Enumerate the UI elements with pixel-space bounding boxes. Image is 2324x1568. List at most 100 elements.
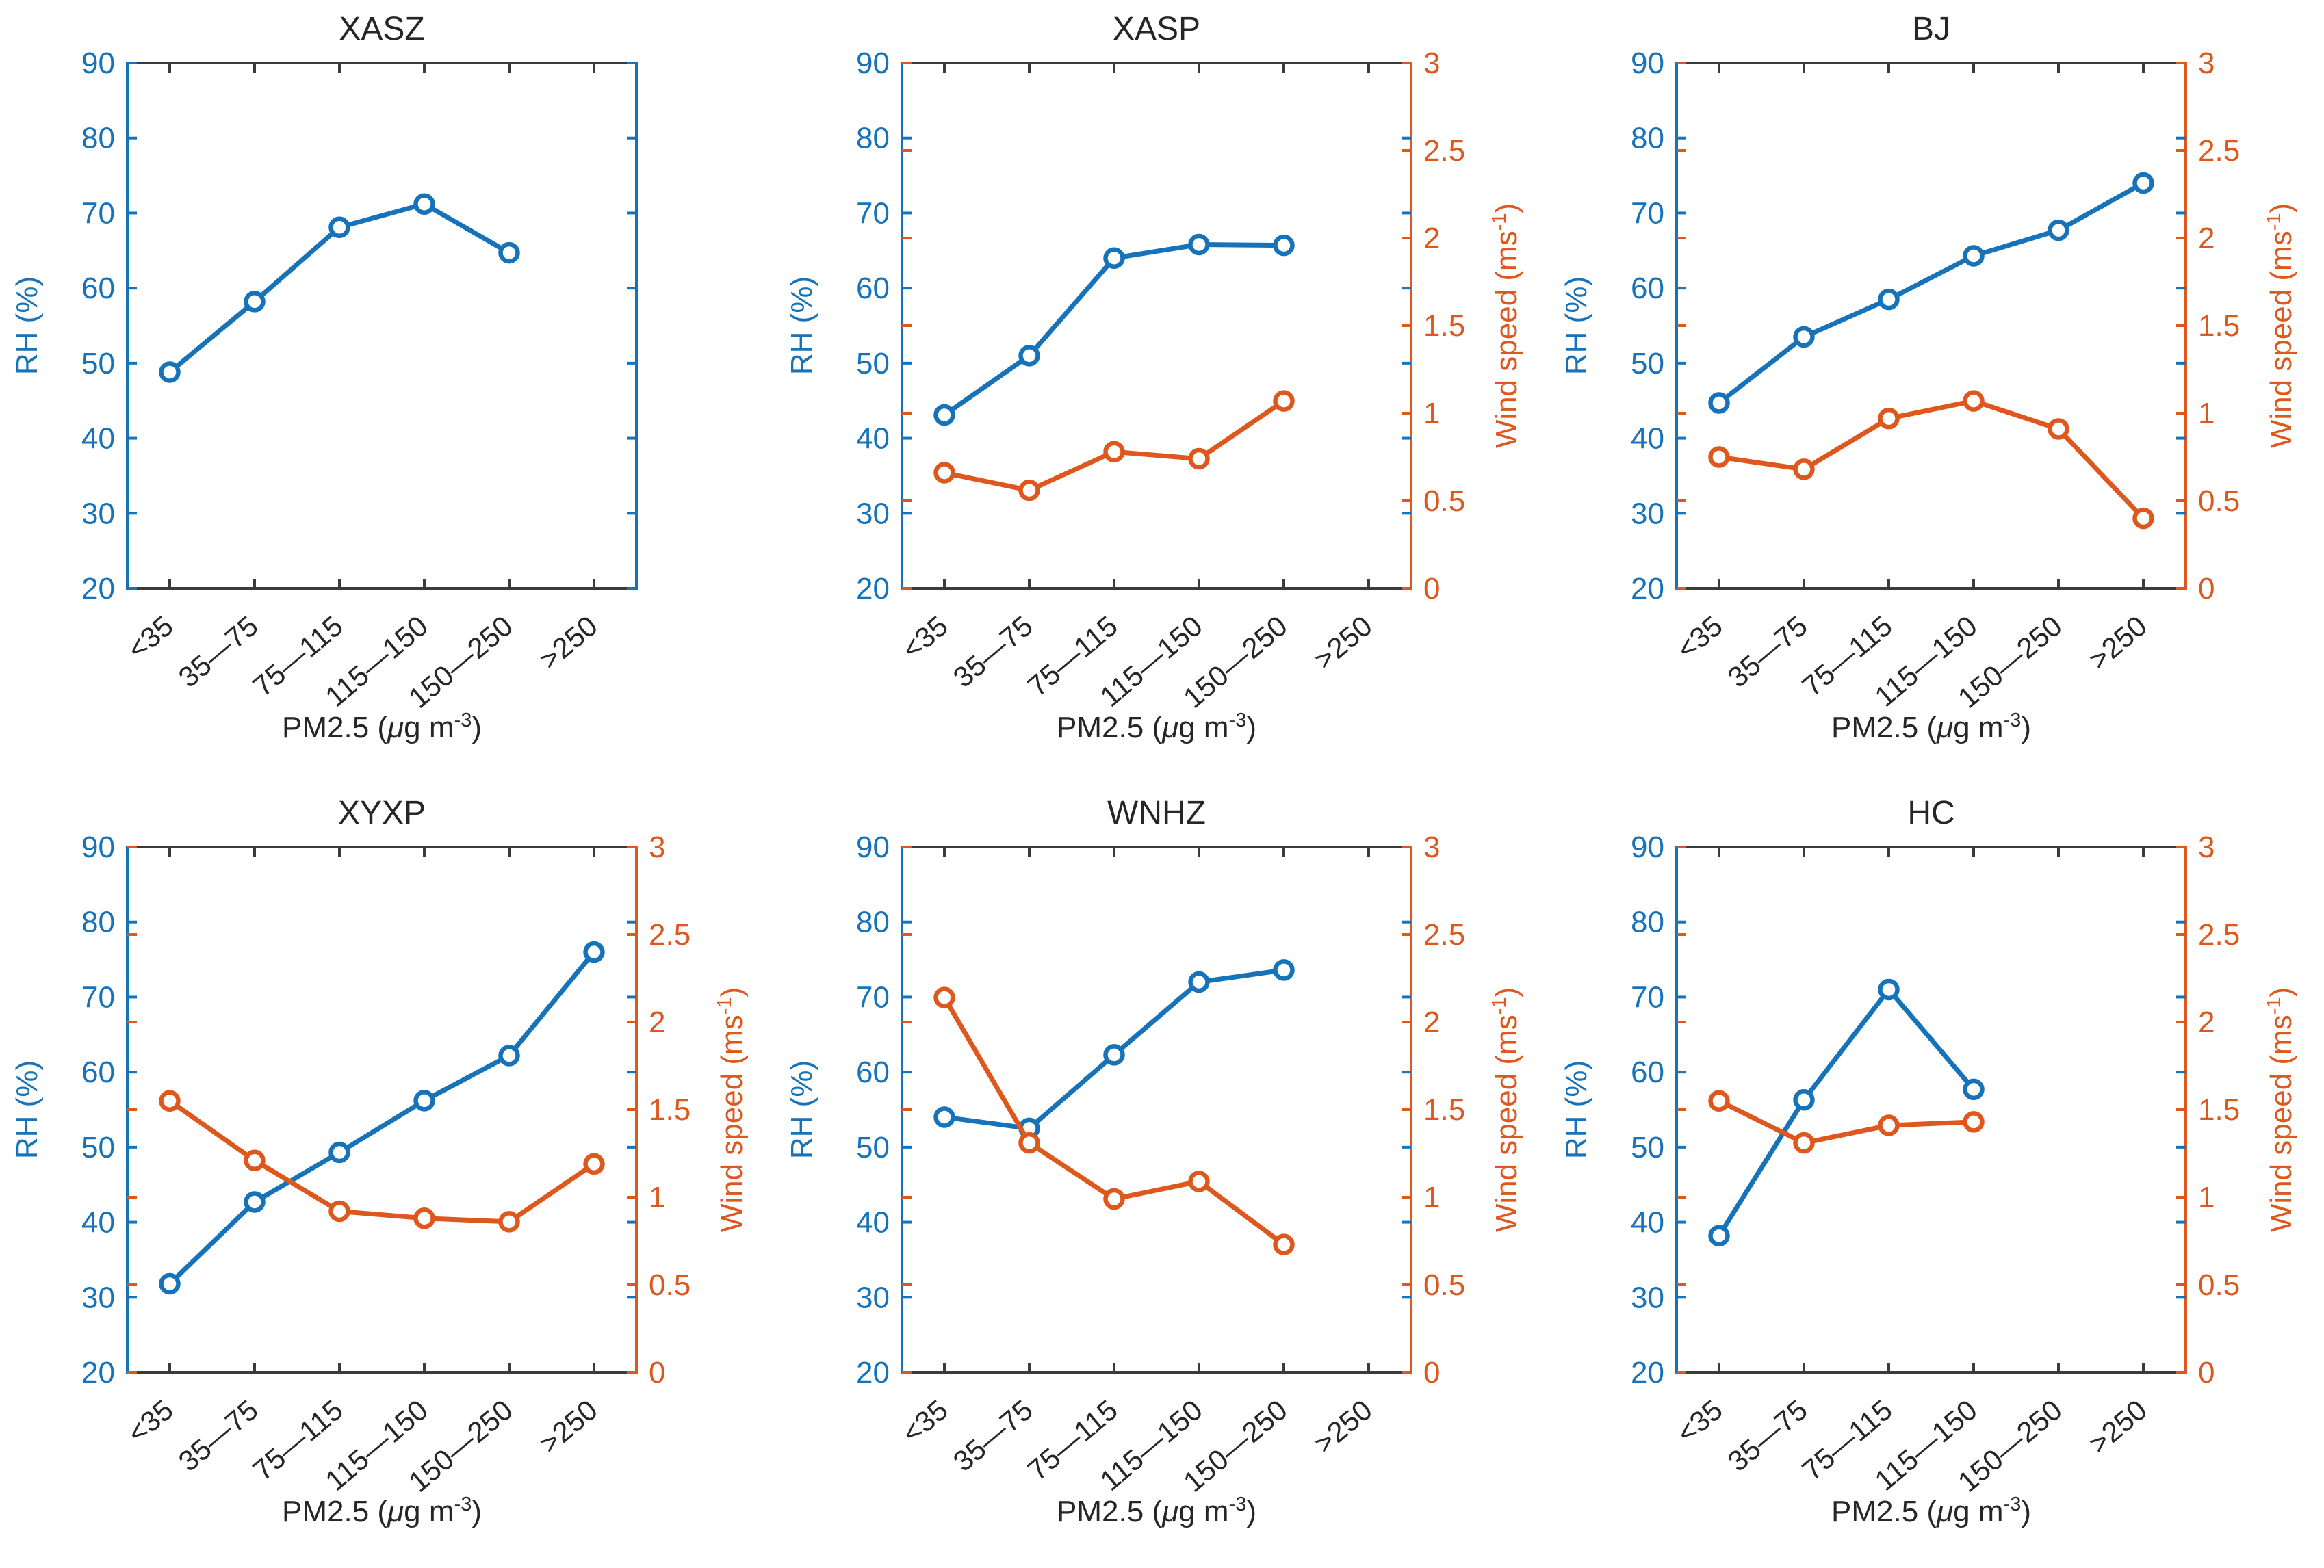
rh-tick-label: 80	[81, 122, 115, 155]
rh-tick-label: 60	[1631, 1056, 1664, 1089]
wind-line	[1716, 1098, 1976, 1146]
y-axis-label-right: Wind speed (ms-1)	[2263, 203, 2298, 448]
rh-tick-label: 90	[1631, 47, 1664, 80]
rh-tick-label: 30	[856, 497, 890, 530]
wind-point-marker	[933, 462, 955, 484]
wind-tick-label: 1	[649, 1181, 665, 1214]
rh-tick-label: 70	[856, 980, 890, 1014]
x-tick-label: >250	[533, 610, 604, 676]
rh-tick-label: 60	[81, 272, 115, 305]
plot-area	[1677, 63, 2186, 588]
panel-BJ: 20 30 40 50 60 70 80 90 0 0.5 1 1.5 2 2.5 3 <35 35—75 75—…	[1549, 0, 2324, 784]
rh-tick-label: 30	[81, 497, 115, 530]
wind-tick-label: 2	[2198, 1006, 2215, 1039]
x-tick-label: >250	[2082, 1394, 2153, 1460]
wind-tick-label: 2.5	[2198, 918, 2240, 952]
rh-point-marker	[1963, 1078, 1985, 1101]
rh-tick-label: 50	[856, 1131, 890, 1164]
wind-tick-label: 3	[649, 831, 665, 864]
rh-point-marker	[1793, 1088, 1815, 1111]
wind-tick-label: 3	[1423, 47, 1440, 80]
x-tick-label: >250	[1308, 610, 1378, 676]
wind-tick-label: 2.5	[1423, 134, 1465, 168]
chart-HC: 203040506070809000.511.522.53<3535—7575—…	[1560, 795, 2298, 1528]
y-axis-label-left: RH (%)	[1560, 1060, 1593, 1159]
y-axis-label-right: Wind speed (ms-1)	[1488, 203, 1523, 448]
rh-point-marker	[1273, 234, 1295, 257]
wind-point-marker	[1188, 1171, 1210, 1192]
rh-point-marker	[159, 361, 181, 383]
panel-title: XASP	[1113, 11, 1200, 47]
panel-XASP: 20 30 40 50 60 70 80 90 0 0.5 1 1.5 2 2.5 3 <35 35—75 75—…	[775, 0, 1549, 784]
rh-tick-label: 20	[81, 572, 115, 605]
plot-area	[127, 847, 636, 1372]
x-axis-label: PM2.5 (μg m-3)	[1057, 1493, 1256, 1528]
wind-point-marker	[1018, 1132, 1040, 1154]
panel-title: WNHZ	[1107, 795, 1206, 831]
rh-tick-label: 90	[1631, 831, 1664, 864]
rh-tick-label: 20	[856, 1356, 890, 1389]
x-tick-label: <35	[896, 610, 954, 666]
rh-tick-label: 80	[1631, 122, 1664, 155]
rh-line	[1716, 181, 2146, 406]
x-axis-label: PM2.5 (μg m-3)	[282, 1493, 482, 1528]
wind-point-marker	[1103, 441, 1125, 463]
rh-point-marker	[1103, 1044, 1125, 1066]
plot-area	[902, 63, 1411, 588]
y-axis-label-left: RH (%)	[785, 1060, 818, 1159]
plot-area	[1677, 847, 2186, 1372]
wind-point-marker	[413, 1207, 435, 1229]
rh-tick-label: 40	[856, 1206, 890, 1240]
rh-tick-label: 30	[1631, 1281, 1664, 1314]
rh-tick-label: 70	[1631, 980, 1664, 1014]
wind-tick-label: 0.5	[2198, 1268, 2240, 1302]
chart-WNHZ: 203040506070809000.511.522.53<3535—7575—…	[785, 795, 1523, 1528]
wind-tick-label: 0	[1423, 1356, 1440, 1389]
x-tick-label: >250	[2082, 610, 2153, 676]
y-axis-label-right: Wind speed (ms-1)	[1488, 987, 1523, 1232]
wind-point-marker	[244, 1149, 266, 1171]
rh-tick-label: 50	[81, 1131, 115, 1164]
rh-tick-label: 90	[856, 831, 890, 864]
rh-point-marker	[328, 216, 350, 239]
rh-tick-label: 80	[856, 906, 890, 939]
wind-point-marker	[1793, 458, 1815, 480]
rh-tick-label: 80	[1631, 906, 1664, 939]
wind-tick-label: 0.5	[1423, 1268, 1465, 1302]
wind-tick-label: 0	[2198, 1356, 2215, 1389]
rh-point-marker	[1878, 288, 1900, 311]
rh-point-marker	[244, 291, 266, 313]
wind-point-marker	[498, 1211, 520, 1233]
rh-tick-label: 40	[856, 422, 890, 456]
wind-tick-label: 0.5	[2198, 484, 2240, 518]
panel-title: HC	[1907, 795, 1954, 831]
rh-point-marker	[1188, 971, 1210, 993]
rh-tick-label: 80	[856, 122, 890, 155]
wind-tick-label: 0	[1423, 572, 1440, 605]
plot-area	[902, 847, 1411, 1372]
rh-point-marker	[1188, 233, 1210, 256]
wind-point-marker	[2048, 418, 2069, 440]
rh-tick-label: 40	[1631, 422, 1664, 456]
wind-tick-label: 3	[2198, 831, 2215, 864]
y-axis-label-right: Wind speed (ms-1)	[2263, 987, 2298, 1232]
wind-tick-label: 0.5	[649, 1268, 690, 1302]
rh-tick-label: 40	[81, 422, 115, 456]
wind-point-marker	[583, 1153, 605, 1175]
rh-point-marker	[1708, 1225, 1730, 1247]
wind-tick-label: 0.5	[1423, 484, 1465, 518]
wind-tick-label: 2.5	[649, 918, 690, 952]
wind-tick-label: 1	[1423, 1181, 1440, 1214]
wind-tick-label: 0	[2198, 572, 2215, 605]
wind-point-marker	[159, 1090, 181, 1112]
chart-XYXP: 203040506070809000.511.522.53<3535—7575—…	[10, 795, 749, 1528]
rh-tick-label: 50	[81, 347, 115, 380]
wind-point-marker	[1793, 1132, 1815, 1154]
wind-tick-label: 3	[1423, 831, 1440, 864]
rh-point-marker	[933, 404, 955, 426]
rh-tick-label: 30	[856, 1281, 890, 1314]
rh-point-marker	[1878, 978, 1900, 1001]
rh-line	[1716, 986, 1976, 1238]
rh-tick-label: 20	[856, 572, 890, 605]
wind-point-marker	[1273, 1233, 1295, 1255]
